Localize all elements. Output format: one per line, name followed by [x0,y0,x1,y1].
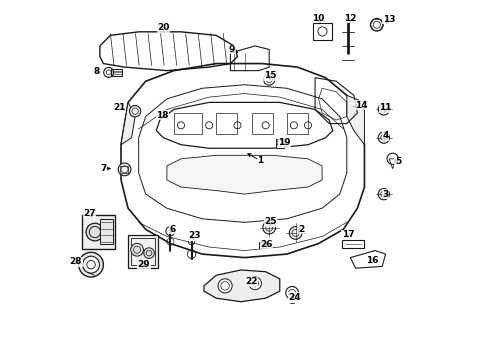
Text: 13: 13 [382,15,395,24]
Text: 4: 4 [382,131,388,140]
Text: 18: 18 [156,111,168,120]
Circle shape [218,279,232,293]
Circle shape [165,226,175,236]
Text: 21: 21 [113,103,125,112]
Text: 11: 11 [379,103,391,112]
Bar [120,166,128,173]
Circle shape [129,105,141,117]
Text: 8: 8 [94,67,100,76]
Circle shape [370,18,383,31]
Text: 1: 1 [257,156,263,165]
Circle shape [289,226,302,239]
Bar [216,113,237,134]
Text: 3: 3 [382,190,388,199]
Circle shape [118,163,131,176]
Bar [258,242,265,248]
Circle shape [263,221,275,234]
Text: 9: 9 [228,45,235,54]
Bar [341,240,364,248]
Text: 24: 24 [288,293,301,302]
Text: 15: 15 [263,71,276,80]
Bar [131,238,155,265]
Bar [100,219,112,244]
Bar [286,113,307,134]
Bar [81,215,115,249]
Text: 19: 19 [278,139,290,148]
Text: 25: 25 [264,217,277,226]
Bar [275,139,284,148]
Circle shape [82,256,99,273]
Bar [128,235,158,268]
Text: 29: 29 [137,260,150,269]
Bar [313,23,331,40]
Text: 17: 17 [341,230,353,239]
Circle shape [79,252,103,277]
Text: 28: 28 [69,257,82,266]
Polygon shape [346,95,364,145]
Text: 22: 22 [245,277,257,286]
Polygon shape [166,155,322,194]
Text: 5: 5 [394,157,400,166]
Polygon shape [203,270,279,302]
Circle shape [248,277,261,290]
Circle shape [377,104,389,115]
Text: 26: 26 [260,240,272,249]
Text: 27: 27 [83,209,95,218]
Polygon shape [121,102,135,145]
Text: 14: 14 [354,101,366,110]
Text: 10: 10 [312,14,324,23]
Text: 20: 20 [157,23,169,32]
Circle shape [377,189,389,200]
Circle shape [143,248,154,258]
Bar [174,113,202,134]
Text: 23: 23 [188,231,200,240]
Bar [111,69,122,76]
Circle shape [86,223,103,241]
Bar [251,113,272,134]
Text: 7: 7 [100,164,106,173]
Text: 16: 16 [366,256,378,265]
Circle shape [130,243,143,256]
Text: 2: 2 [297,225,304,234]
Text: 12: 12 [344,14,356,23]
Text: 6: 6 [169,225,175,234]
Circle shape [377,132,389,143]
